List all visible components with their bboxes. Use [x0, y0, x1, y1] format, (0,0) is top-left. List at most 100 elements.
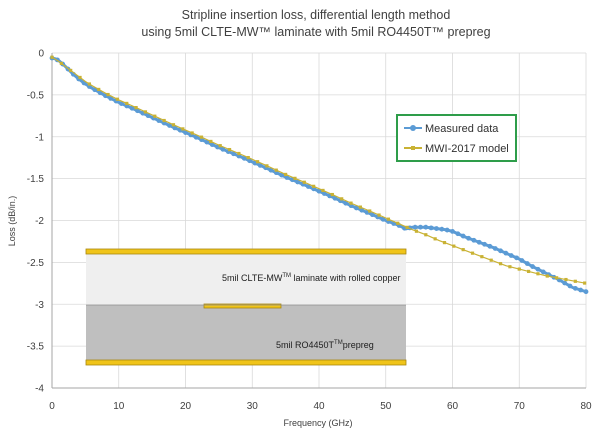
measured-point: [268, 167, 274, 173]
measured-point: [476, 239, 482, 245]
measured-point: [503, 250, 509, 256]
model-point: [69, 68, 73, 73]
model-point: [265, 164, 269, 168]
measured-point: [439, 226, 445, 232]
y-tick-label: -0.5: [27, 90, 45, 101]
x-tick-label: 50: [380, 401, 392, 412]
measured-point: [434, 226, 439, 231]
measured-point: [247, 158, 252, 164]
prepreg-label: 5mil RO4450TTMprepreg: [276, 340, 374, 350]
model-point: [321, 188, 325, 193]
measured-point: [524, 261, 530, 266]
measured-point: [284, 175, 290, 180]
x-tick-labels: 0 10 20 30 40 50 60 70 80: [49, 401, 592, 412]
model-point: [125, 101, 129, 106]
measured-point: [508, 253, 514, 258]
model-point: [50, 55, 54, 59]
measured-point: [578, 287, 584, 293]
model-point: [461, 248, 465, 252]
y-tick-label: -1.5: [27, 174, 45, 185]
model-point: [97, 87, 101, 92]
model-point: [405, 225, 409, 229]
measured-point: [423, 224, 429, 230]
model-point: [143, 110, 148, 114]
y-tick-label: -4: [35, 384, 44, 395]
model-point: [115, 97, 120, 101]
measured-point: [471, 237, 477, 243]
measured-point: [567, 283, 573, 289]
model-point: [199, 135, 204, 139]
model-point: [470, 251, 475, 255]
legend-label-model: MWI-2017 model: [425, 143, 509, 155]
y-axis-title: Loss (dB/in.): [7, 196, 17, 247]
model-point: [545, 274, 549, 278]
model-point: [433, 237, 437, 241]
x-tick-label: 80: [580, 401, 592, 412]
measured-point: [514, 255, 519, 261]
y-tick-labels: 0 -0.5 -1 -1.5 -2 -2.5 -3 -3.5 -4: [27, 49, 45, 395]
prepreg-layer: [86, 305, 406, 360]
model-point: [489, 258, 493, 262]
measured-point: [487, 243, 493, 249]
measured-point: [241, 155, 247, 161]
measured-point: [359, 207, 365, 213]
series-layer: [49, 55, 589, 295]
measured-point: [167, 123, 172, 128]
measured-point: [482, 241, 487, 247]
measured-point: [455, 231, 461, 237]
model-point: [134, 106, 138, 110]
measured-point: [135, 108, 140, 114]
measured-point: [305, 184, 311, 189]
x-tick-label: 70: [514, 401, 526, 412]
measured-point: [412, 224, 418, 230]
top-copper-plane: [85, 248, 407, 255]
measured-point: [572, 285, 578, 291]
bottom-copper-plane: [85, 359, 407, 366]
model-point: [162, 118, 166, 123]
signal-trace: [203, 303, 282, 309]
measured-point: [450, 228, 455, 234]
measured-point: [156, 118, 162, 123]
x-axis-title: Frequency (GHz): [283, 418, 352, 428]
model-point: [312, 184, 316, 188]
model-point: [396, 221, 400, 225]
model-point: [414, 229, 419, 233]
measured-point: [295, 179, 301, 185]
model-point: [227, 147, 232, 152]
y-tick-label: -1: [35, 132, 44, 143]
model-point: [153, 114, 157, 118]
model-point: [480, 255, 484, 259]
model-point: [349, 201, 353, 205]
model-point: [284, 172, 288, 177]
model-point: [171, 123, 176, 127]
measured-point: [444, 227, 450, 233]
measured-point: [535, 266, 541, 272]
model-point: [78, 75, 82, 80]
measured-point: [172, 125, 178, 131]
measured-point: [380, 216, 386, 222]
model-point: [181, 127, 185, 131]
measured-point: [492, 246, 498, 251]
measured-point: [183, 130, 188, 135]
model-point: [190, 131, 194, 135]
model-point: [106, 92, 110, 97]
model-point: [442, 241, 447, 245]
model-point: [517, 267, 521, 271]
legend-marker-measured: [410, 125, 416, 131]
model-point: [498, 262, 503, 266]
chart-title: Stripline insertion loss, differential l…: [182, 8, 451, 22]
x-tick-label: 40: [313, 401, 325, 412]
model-point: [218, 144, 222, 148]
model-point: [368, 209, 372, 213]
measured-point: [332, 195, 338, 201]
measured-point: [321, 191, 327, 196]
chart-subtitle: using 5mil CLTE-MW™ laminate with 5mil R…: [141, 25, 490, 39]
measured-point: [209, 142, 215, 147]
measured-point: [498, 248, 503, 254]
measured-point: [370, 212, 375, 218]
measured-point: [460, 233, 466, 239]
measured-point: [119, 101, 124, 106]
model-point: [59, 61, 63, 65]
legend-label-measured: Measured data: [425, 123, 499, 135]
measured-point: [519, 258, 525, 263]
